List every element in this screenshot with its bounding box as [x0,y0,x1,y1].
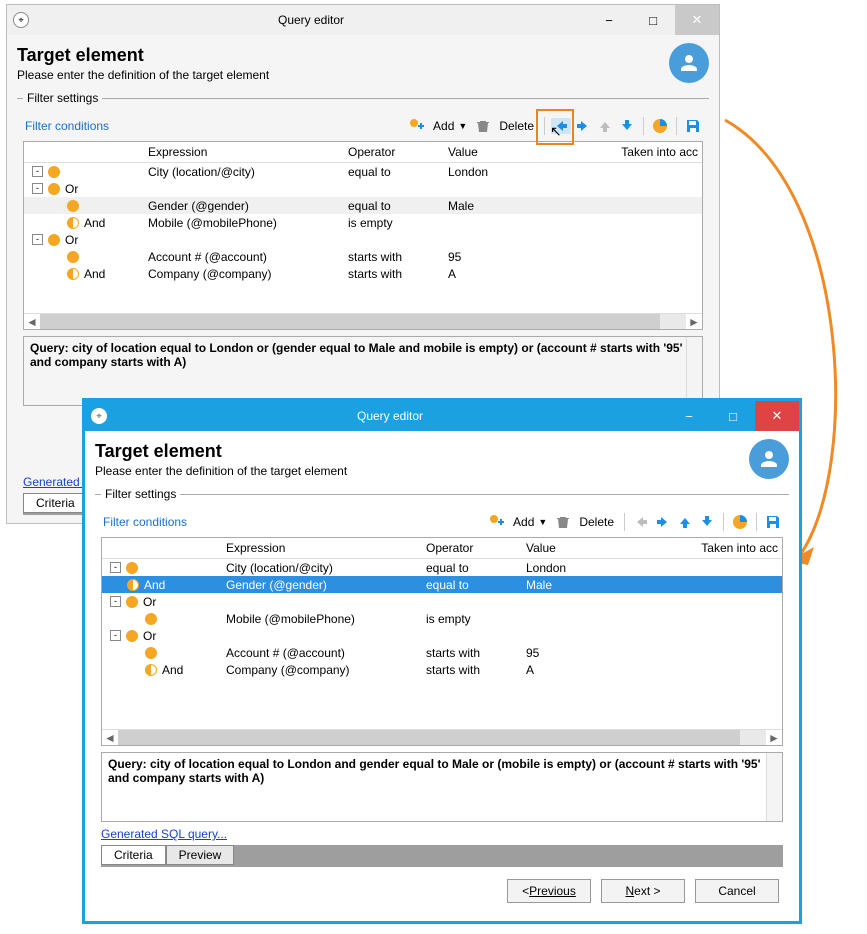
tab-criteria[interactable]: Criteria [101,845,166,865]
indent-button[interactable] [653,514,673,530]
query-text: Query: city of location equal to London … [30,341,682,369]
header: Target element Please enter the definiti… [95,439,789,479]
add-button[interactable]: Add ▼ [509,511,551,533]
expand-toggle[interactable]: - [32,183,43,194]
cancel-button[interactable]: Cancel [695,879,779,903]
minimize-button[interactable] [587,5,631,35]
window-title: Query editor [35,13,587,27]
app-icon: ⌖ [13,12,29,28]
add-button[interactable]: Add ▼ [429,115,471,137]
avatar-icon [669,43,709,83]
condition-icon [67,217,79,229]
expand-toggle[interactable]: - [110,630,121,641]
move-up-button[interactable] [675,514,695,530]
wizard-buttons: < Previous Next > Cancel [95,867,789,913]
query-preview: Query: city of location equal to London … [23,336,703,406]
move-down-button[interactable] [697,514,717,530]
filter-settings-legend: Filter settings [101,487,180,501]
col-operator[interactable]: Operator [344,142,444,162]
titlebar: ⌖ Query editor [7,5,719,35]
condition-icon [145,613,157,625]
condition-icon [48,183,60,195]
conditions-table: Expression Operator Value Taken into acc… [101,537,783,746]
condition-icon [67,200,79,212]
page-subtitle: Please enter the definition of the targe… [17,68,669,82]
filter-conditions-label: Filter conditions [23,119,405,133]
filter-settings-group: Filter settings Filter conditions Add ▼ … [95,487,789,819]
expand-toggle[interactable]: - [110,562,121,573]
window-title: Query editor [113,409,667,423]
col-value[interactable]: Value [522,538,642,558]
next-button[interactable]: Next > [601,879,685,903]
unindent-button[interactable] [631,514,651,530]
delete-button[interactable]: Delete [495,115,538,137]
col-expression[interactable]: Expression [144,142,344,162]
tab-criteria[interactable]: Criteria [23,493,88,513]
condition-icon [48,166,60,178]
distribution-icon[interactable] [650,116,670,136]
move-down-button[interactable] [617,118,637,134]
query-text: Query: city of location equal to London … [108,757,760,785]
move-up-button[interactable] [595,118,615,134]
previous-button[interactable]: < Previous [507,879,591,903]
expand-toggle[interactable]: - [110,596,121,607]
app-icon: ⌖ [91,408,107,424]
col-value[interactable]: Value [444,142,564,162]
trash-icon [553,512,573,532]
condition-icon [67,268,79,280]
maximize-button[interactable] [711,401,755,431]
add-icon [487,512,507,532]
close-button[interactable] [755,401,799,431]
trash-icon [473,116,493,136]
page-title: Target element [95,441,749,462]
condition-icon [126,630,138,642]
logic-operator-label: And [162,663,183,677]
logic-operator-label: And [84,267,105,281]
col-taken-into-account[interactable]: Taken into acc [642,538,782,558]
save-icon[interactable] [763,512,783,532]
avatar-icon [749,439,789,479]
condition-icon [126,562,138,574]
h-scrollbar[interactable]: ◄► [102,729,782,745]
window-after: ⌖ Query editor Target element Please ent… [82,398,802,924]
titlebar: ⌖ Query editor [85,401,799,431]
add-icon [407,116,427,136]
condition-icon [145,647,157,659]
condition-icon [126,596,138,608]
v-scrollbar[interactable] [686,337,702,405]
condition-icon [67,251,79,263]
header: Target element Please enter the definiti… [17,43,709,83]
delete-button[interactable]: Delete [575,511,618,533]
filter-toolbar: Filter conditions Add ▼ Delete [17,111,709,141]
filter-toolbar: Filter conditions Add ▼ Delete [95,507,789,537]
unindent-button[interactable] [551,118,571,134]
filter-conditions-label: Filter conditions [101,515,485,529]
tab-bar: Criteria Preview [101,845,783,867]
filter-settings-legend: Filter settings [23,91,102,105]
col-operator[interactable]: Operator [422,538,522,558]
expand-toggle[interactable]: - [32,234,43,245]
query-preview: Query: city of location equal to London … [101,752,783,822]
condition-icon [145,664,157,676]
conditions-table: Expression Operator Value Taken into acc… [23,141,703,330]
col-taken-into-account[interactable]: Taken into acc [564,142,702,162]
indent-button[interactable] [573,118,593,134]
condition-icon [48,234,60,246]
expand-toggle[interactable]: - [32,166,43,177]
page-subtitle: Please enter the definition of the targe… [95,464,749,478]
v-scrollbar[interactable] [766,753,782,821]
table-row[interactable]: AndCompany (@company)starts withA [102,661,782,678]
condition-icon [127,579,139,591]
tab-preview[interactable]: Preview [166,845,235,865]
h-scrollbar[interactable]: ◄► [24,313,702,329]
page-title: Target element [17,45,669,66]
save-icon[interactable] [683,116,703,136]
distribution-icon[interactable] [730,512,750,532]
generated-sql-link[interactable]: Generated SQL query... [95,823,789,845]
close-button[interactable] [675,5,719,35]
maximize-button[interactable] [631,5,675,35]
table-row[interactable]: AndCompany (@company)starts withA [24,265,702,282]
minimize-button[interactable] [667,401,711,431]
col-expression[interactable]: Expression [222,538,422,558]
